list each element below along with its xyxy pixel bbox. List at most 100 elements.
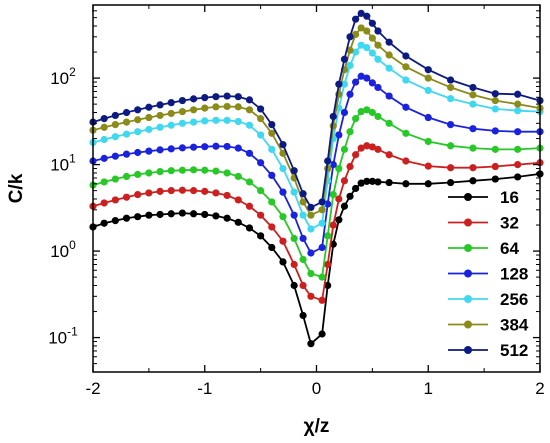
series-line-256: [92, 44, 541, 231]
data-point: [491, 96, 499, 105]
data-point: [346, 33, 354, 41]
series-128: [89, 72, 544, 257]
legend-marker: [464, 295, 472, 303]
data-point: [268, 198, 276, 206]
data-point: [189, 106, 198, 114]
data-point: [167, 109, 175, 118]
legend-label: 512: [500, 341, 528, 360]
series-line-64: [92, 108, 541, 279]
data-point: [307, 211, 315, 219]
data-point: [335, 80, 343, 88]
data-point: [368, 34, 376, 42]
data-point: [122, 130, 131, 138]
legend-label: 16: [500, 188, 519, 207]
data-point: [189, 118, 198, 126]
series-line-16: [92, 173, 541, 346]
data-point: [424, 66, 432, 74]
data-point: [111, 133, 119, 141]
data-point: [122, 172, 131, 181]
data-point: [145, 113, 153, 122]
data-point: [100, 115, 108, 123]
data-point: [201, 143, 209, 151]
data-point: [290, 281, 298, 290]
data-point: [223, 191, 231, 200]
data-point: [223, 142, 231, 151]
data-point: [346, 46, 354, 54]
data-point: [111, 111, 119, 120]
series-16: [89, 170, 544, 348]
data-point: [335, 195, 343, 203]
data-point: [357, 107, 365, 116]
x-tick-label: 2: [535, 379, 544, 398]
data-point: [201, 187, 209, 195]
data-point: [385, 51, 393, 59]
data-point: [257, 187, 265, 195]
y-tick-label: 100: [50, 238, 76, 261]
legend-item-16: 16: [448, 188, 519, 207]
data-point: [368, 19, 376, 27]
data-point: [257, 232, 265, 240]
data-point: [402, 76, 410, 84]
data-point: [491, 162, 499, 171]
data-point: [201, 210, 209, 219]
data-point: [514, 90, 522, 98]
data-point: [223, 92, 231, 100]
y-tick-label: 10-1: [48, 325, 78, 348]
data-point: [469, 177, 477, 185]
data-point: [357, 144, 365, 152]
data-point: [145, 211, 153, 219]
data-point: [324, 260, 332, 269]
data-point: [299, 255, 307, 264]
data-point: [447, 178, 455, 187]
data-point: [329, 160, 337, 169]
data-point: [268, 145, 276, 153]
data-point: [357, 24, 365, 32]
data-point: [100, 154, 108, 162]
data-point: [447, 94, 455, 103]
data-point: [189, 210, 198, 218]
data-point: [100, 135, 108, 144]
data-point: [299, 198, 307, 206]
data-point: [469, 83, 477, 92]
data-point: [363, 27, 371, 35]
data-point: [167, 145, 175, 153]
legend-marker: [464, 218, 472, 227]
data-point: [212, 103, 220, 111]
data-point: [111, 175, 119, 183]
data-point: [424, 113, 432, 122]
data-point: [234, 218, 242, 226]
data-point: [368, 49, 376, 57]
data-point: [290, 260, 298, 269]
data-point: [189, 95, 198, 103]
legend-item-256: 256: [448, 290, 528, 309]
data-point: [346, 61, 354, 70]
data-point: [402, 63, 410, 71]
data-point: [134, 106, 142, 114]
data-point: [447, 142, 455, 150]
data-point: [279, 213, 287, 221]
data-point: [245, 96, 254, 104]
data-point: [514, 128, 522, 136]
data-point: [178, 119, 186, 127]
data-point: [368, 79, 376, 87]
data-point: [491, 90, 499, 98]
data-point: [514, 160, 522, 169]
data-point: [111, 152, 119, 160]
data-point: [424, 74, 432, 82]
data-point: [134, 128, 142, 136]
series-line-128: [92, 75, 540, 255]
data-point: [201, 93, 209, 102]
data-point: [167, 210, 175, 218]
data-point: [245, 224, 254, 232]
legend-item-512: 512: [448, 341, 528, 360]
data-point: [134, 213, 142, 221]
data-point: [424, 86, 432, 95]
data-point: [167, 121, 175, 129]
data-point: [245, 202, 254, 210]
data-point: [374, 145, 382, 153]
data-point: [307, 292, 315, 300]
data-point: [318, 198, 326, 206]
data-point: [357, 72, 365, 80]
